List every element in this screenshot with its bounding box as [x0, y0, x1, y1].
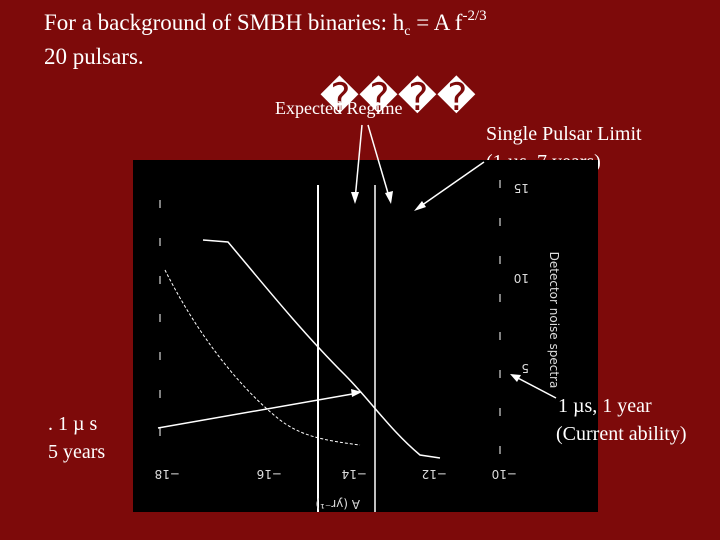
plot-tick: −16 — [257, 467, 282, 481]
arrows — [157, 124, 557, 429]
right-note: 1 µs, 1 year — [558, 395, 652, 417]
text: For a background of SMBH binaries: h — [44, 10, 405, 35]
plot-tick: −18 — [155, 467, 180, 481]
plot-tick: 10 — [514, 271, 529, 285]
text: c — [404, 24, 410, 39]
left-note: . 1 µ s — [48, 413, 98, 435]
plot-axis-title: Detector noise spectra — [547, 252, 561, 389]
text: -2/3 — [462, 8, 486, 24]
plot-tick: −10 — [492, 467, 517, 481]
title: For a background of SMBH binaries: hc = … — [44, 8, 487, 39]
plot-image — [133, 160, 598, 512]
plot-tick: −14 — [342, 467, 367, 481]
single-limit: Single Pulsar Limit — [486, 123, 642, 145]
plot-axis-title: A (yr⁻¹) — [315, 497, 360, 511]
left-note-detail: 5 years — [48, 441, 105, 463]
garbled-text: ���� — [320, 75, 476, 119]
text: = A f — [411, 10, 463, 35]
plot-tick: −12 — [422, 467, 447, 481]
plot-lines — [159, 180, 501, 512]
noise-curve — [164, 269, 361, 446]
subtitle: 20 pulsars. — [44, 44, 144, 69]
expected-regime: Expected Regime — [275, 98, 402, 118]
noise-curve — [202, 239, 441, 459]
right-note-detail: (Current ability) — [556, 423, 687, 445]
plot-tick: 5 — [521, 361, 529, 375]
plot-tick: 15 — [514, 181, 529, 195]
